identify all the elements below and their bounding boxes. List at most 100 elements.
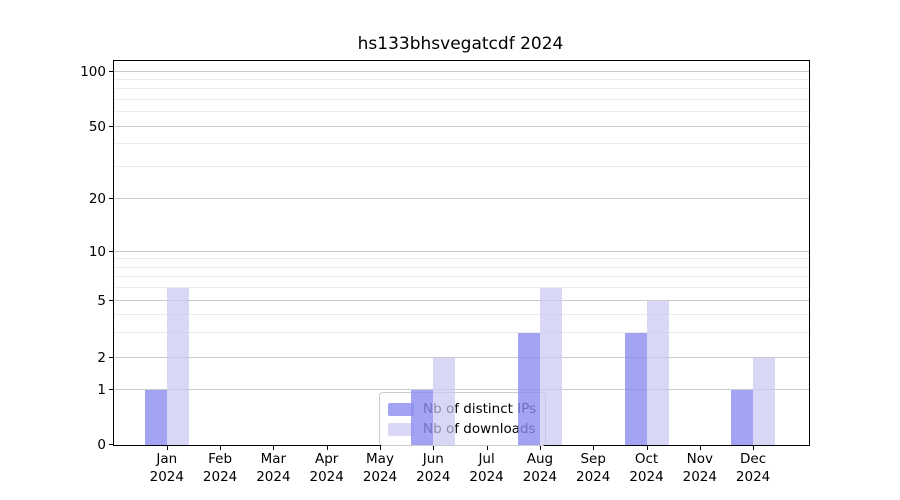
x-label-year: 2024	[682, 469, 717, 485]
x-label-month: Oct	[634, 451, 659, 467]
bar-distinct-ips-jan	[144, 390, 167, 445]
gridline-minor	[114, 258, 809, 260]
gridline-minor	[114, 313, 809, 315]
plot-area: Nb of distinct IPs Nb of downloads 0 1 2 5 10…	[80, 60, 810, 485]
bar-downloads-aug	[539, 288, 562, 445]
gridline-minor	[114, 88, 809, 90]
x-axis-tick	[539, 446, 541, 450]
gridline-major	[114, 356, 809, 358]
y-axis-tick	[109, 356, 113, 358]
x-label-month: Apr	[315, 451, 339, 467]
bar-distinct-ips-aug	[517, 332, 540, 445]
x-label-month: May	[366, 451, 394, 467]
bar-downloads-jun	[433, 357, 456, 445]
legend-entry-downloads: Nb of downloads	[388, 419, 536, 439]
gridline-minor	[114, 143, 809, 145]
x-axis-tick	[220, 446, 222, 450]
bar-distinct-ips-oct	[624, 332, 647, 445]
gridline-major	[114, 300, 809, 301]
y-axis-tick	[109, 389, 113, 391]
x-axis-tick	[326, 446, 328, 450]
gridline-minor	[114, 166, 809, 168]
x-axis-tick-label: Mar 2024	[243, 450, 303, 486]
x-axis-tick-label: Feb 2024	[190, 450, 250, 486]
x-label-year: 2024	[576, 469, 611, 485]
x-axis-tick	[753, 446, 755, 450]
x-axis-tick	[166, 446, 168, 450]
bar-distinct-ips-jun	[411, 390, 434, 445]
y-axis-tick	[109, 70, 113, 72]
x-axis-tick-label: Nov 2024	[670, 450, 730, 486]
x-label-year: 2024	[362, 469, 398, 485]
gridline-major	[114, 250, 809, 252]
x-label-month: Jan	[156, 451, 178, 467]
x-label-year: 2024	[522, 469, 558, 485]
x-label-month: Sep	[580, 451, 606, 467]
x-label-year: 2024	[149, 469, 184, 485]
gridline-minor	[114, 111, 809, 113]
x-label-month: Feb	[208, 451, 233, 467]
gridline-major	[114, 70, 809, 72]
x-axis-tick-label: Jan 2024	[137, 450, 197, 486]
gridline-minor	[114, 331, 809, 333]
x-axis-tick-label: Jul 2024	[457, 450, 517, 486]
x-label-year: 2024	[629, 469, 664, 485]
y-axis-tick	[109, 250, 113, 252]
y-axis-tick-label: 5	[97, 293, 106, 309]
y-axis-tick-label: 100	[80, 63, 106, 80]
x-axis-tick	[433, 446, 435, 450]
gridline-major	[114, 125, 809, 127]
y-axis-tick	[109, 198, 113, 200]
legend-swatch-distinct-ips	[388, 402, 414, 416]
y-axis-tick-label: 50	[88, 118, 106, 135]
x-axis-tick	[699, 446, 701, 450]
x-axis-tick	[486, 446, 488, 450]
gridline-minor	[114, 99, 809, 101]
x-axis-tick	[593, 446, 595, 450]
gridline-minor	[114, 266, 809, 268]
bar-downloads-jan	[166, 288, 189, 445]
y-axis-tick-label: 10	[88, 243, 106, 260]
y-axis-tick	[109, 444, 113, 445]
gridline-minor	[114, 287, 809, 289]
y-axis-tick	[109, 300, 113, 301]
y-axis-tick	[109, 125, 113, 127]
x-axis-tick-label: Apr 2024	[297, 450, 357, 486]
y-axis-tick-label: 1	[97, 382, 106, 399]
x-axis-tick-label: Sep 2024	[563, 450, 623, 486]
x-axis-tick	[646, 446, 648, 450]
gridline-minor	[114, 276, 809, 278]
x-label-month: Aug	[526, 451, 554, 467]
gridline-major	[114, 198, 809, 200]
gridline-major	[114, 389, 809, 391]
x-axis-tick	[273, 446, 275, 450]
x-label-year: 2024	[469, 469, 504, 485]
bar-downloads-oct	[646, 301, 669, 445]
x-axis-tick-label: Oct 2024	[617, 450, 677, 486]
x-axis-tick-label: Jun 2024	[403, 450, 463, 486]
y-axis-tick-label: 0	[97, 437, 106, 453]
x-label-month: Nov	[686, 451, 713, 467]
x-axis-tick-label: Aug 2024	[510, 450, 570, 486]
x-label-month: Mar	[260, 451, 287, 467]
x-label-year: 2024	[256, 469, 291, 485]
x-axis-tick	[380, 446, 381, 450]
x-label-month: Jul	[478, 451, 495, 467]
x-label-year: 2024	[309, 469, 344, 485]
y-axis-tick-label: 20	[88, 191, 106, 208]
x-axis-tick-label: Dec 2024	[723, 450, 783, 486]
bar-downloads-dec	[753, 357, 776, 445]
x-label-year: 2024	[416, 469, 451, 485]
x-label-month: Jun	[422, 451, 444, 467]
y-axis-tick-label: 2	[97, 349, 106, 366]
gridline-minor	[114, 79, 809, 81]
x-label-year: 2024	[202, 469, 238, 485]
x-label-month: Dec	[740, 451, 767, 467]
bar-distinct-ips-dec	[731, 390, 754, 445]
legend-swatch-downloads	[388, 422, 414, 436]
chart-title: hs133bhsvegatcdf 2024	[357, 34, 564, 54]
x-label-year: 2024	[735, 469, 771, 485]
legend-entry-distinct-ips: Nb of distinct IPs	[388, 399, 536, 419]
x-axis-tick-label: May 2024	[350, 450, 410, 486]
